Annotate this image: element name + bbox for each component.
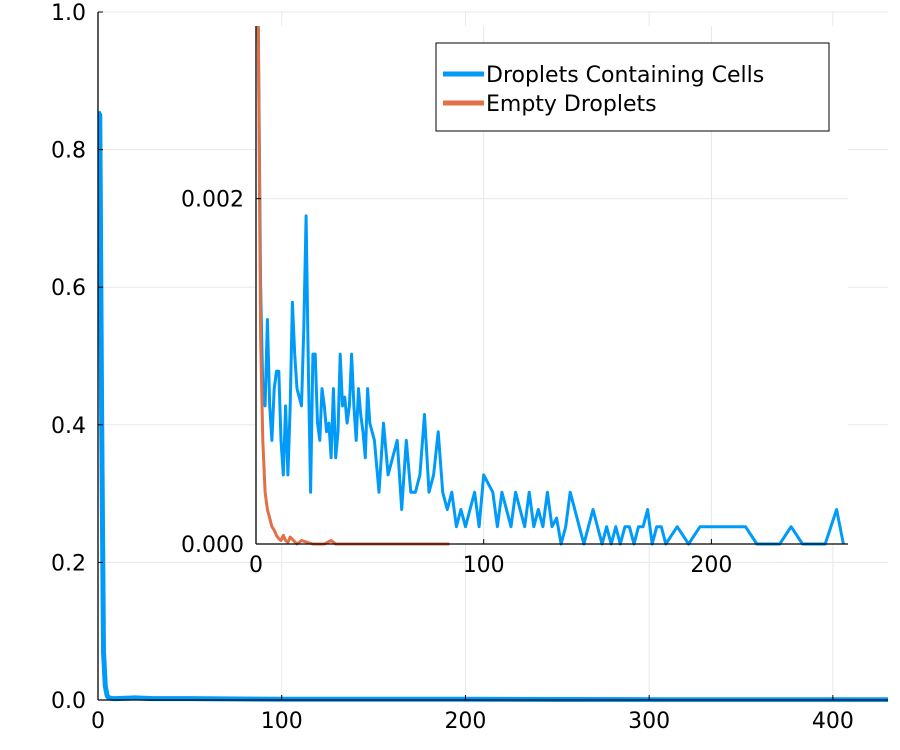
series-line-droplets-containing-cells (256, 25, 845, 546)
legend-label: Empty Droplets (486, 92, 657, 117)
inset-plot: 0 100 200 0.000 0.002 Droplets Containing Cel… (181, 25, 848, 578)
series-line-droplets-containing-cells (98, 110, 888, 702)
x-tick-label: 300 (628, 709, 670, 734)
x-tick-label: 0 (91, 709, 105, 734)
y-tick-label: 0.2 (51, 551, 86, 576)
y-tick-label: 0.4 (51, 414, 86, 439)
legend-label: Droplets Containing Cells (486, 63, 764, 88)
y-tick-label: 0.000 (181, 533, 244, 558)
x-tick-label: 200 (444, 709, 486, 734)
y-tick-label: 0.8 (51, 139, 86, 164)
x-tick-label: 100 (261, 709, 303, 734)
x-tick-label: 100 (463, 553, 505, 578)
x-tick-label: 0 (249, 553, 263, 578)
y-tick-label: 0.0 (51, 689, 86, 714)
x-tick-label: 400 (812, 709, 854, 734)
y-tick-label: 0.002 (181, 188, 244, 213)
legend: Droplets Containing Cells Empty Droplets (435, 42, 830, 132)
legend-box (435, 42, 830, 132)
y-tick-label: 0.6 (51, 276, 86, 301)
y-tick-label: 1.0 (51, 1, 86, 26)
series-group (98, 110, 888, 702)
x-tick-label: 200 (690, 553, 732, 578)
